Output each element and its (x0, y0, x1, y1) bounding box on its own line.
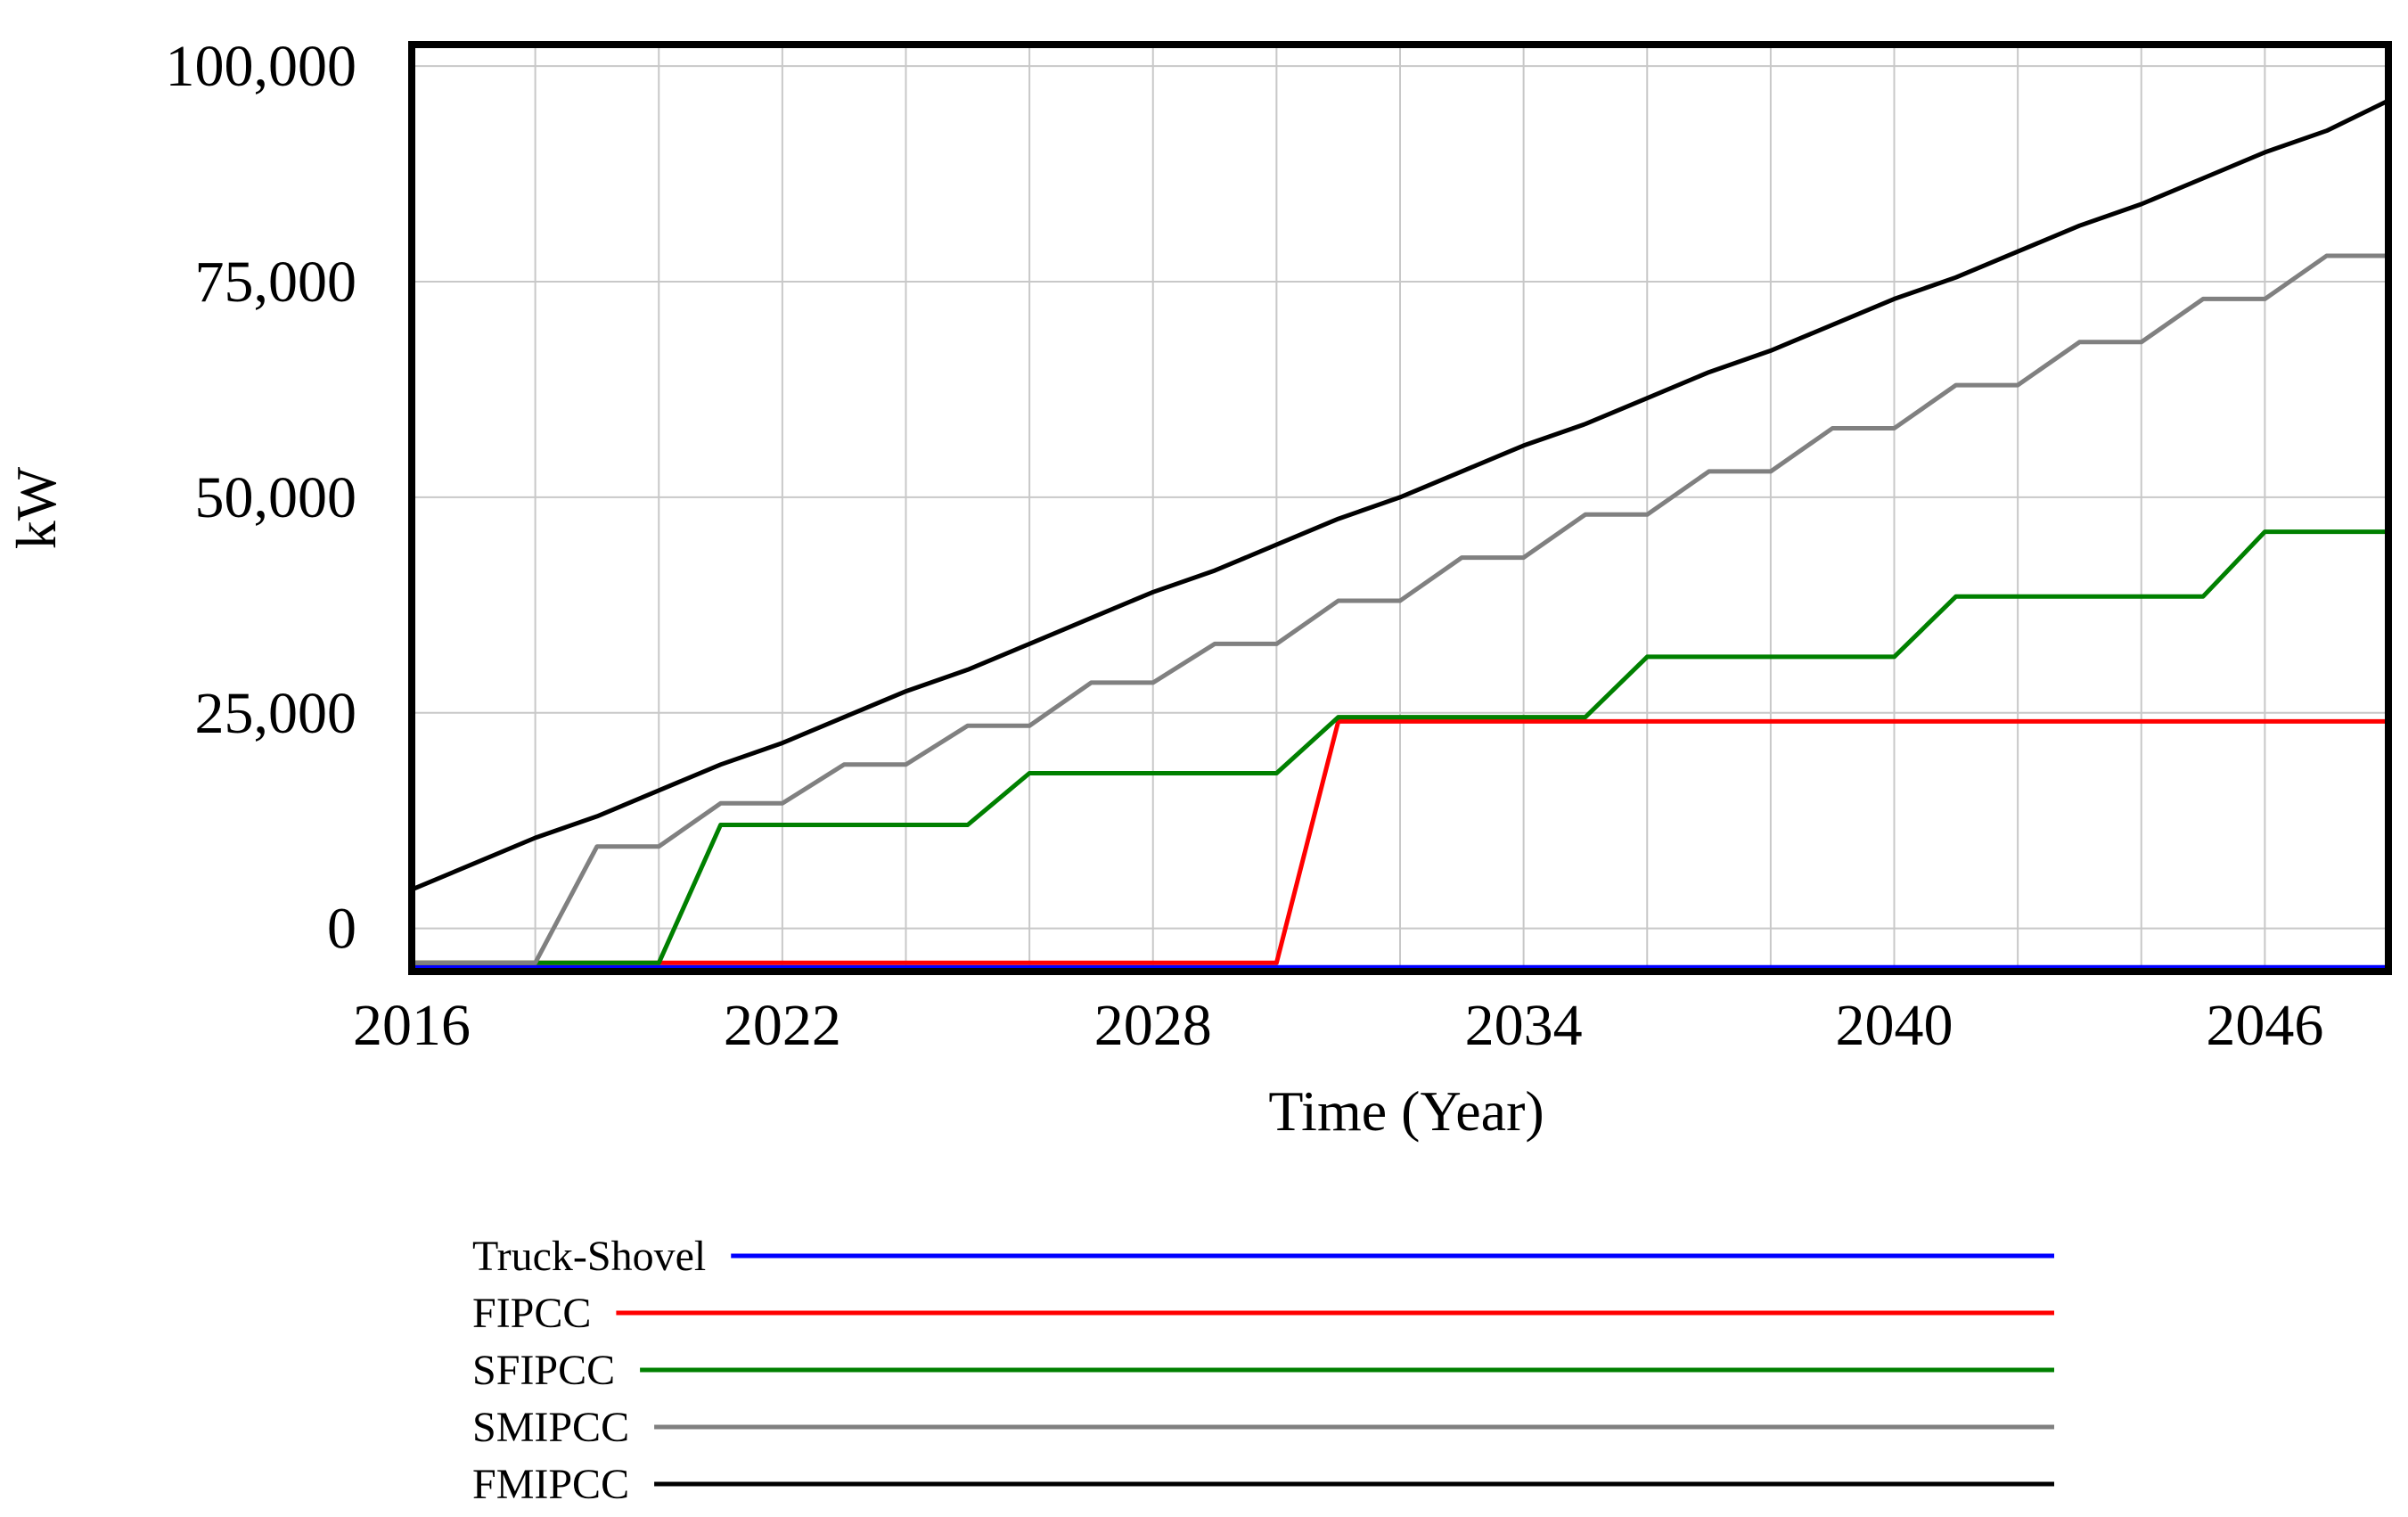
series-line-sfipcc (412, 529, 2388, 965)
y-axis-title: kW (4, 466, 68, 549)
series-line-fmipcc (411, 98, 2390, 892)
legend-label: FMIPCC (472, 1461, 629, 1508)
series-line-smipcc (412, 253, 2388, 965)
x-tick-label: 2016 (353, 993, 471, 1058)
legend-label: Truck-Shovel (472, 1233, 706, 1280)
plot-frame (408, 41, 2392, 975)
x-tick-label: 2034 (1465, 993, 1583, 1058)
x-tick-label: 2022 (724, 993, 841, 1058)
y-tick-label: 0 (327, 897, 356, 962)
legend-label: SMIPCC (472, 1404, 629, 1451)
legend-label: SFIPCC (472, 1347, 615, 1394)
x-tick-label: 2046 (2206, 993, 2323, 1058)
series-lines (411, 98, 2390, 970)
x-tick-label: 2028 (1094, 993, 1212, 1058)
y-tick-label: 25,000 (195, 681, 357, 746)
y-tick-labels: 0 25,000 50,000 75,000 100,000 (166, 34, 357, 961)
legend-label: FIPCC (472, 1290, 591, 1337)
legend: Truck-Shovel FIPCC SFIPCC SMIPCC FMIPCC (472, 1233, 2054, 1508)
grid-lines (412, 45, 2388, 972)
y-tick-label: 75,000 (195, 250, 357, 315)
y-tick-label: 50,000 (195, 465, 357, 530)
y-tick-label: 100,000 (166, 34, 357, 99)
x-tick-label: 2040 (1836, 993, 1953, 1058)
x-tick-labels: 2016 2022 2028 2034 2040 2046 (353, 993, 2323, 1058)
series-line-fipcc (412, 718, 2388, 965)
x-axis-title: Time (Year) (1268, 1079, 1544, 1143)
